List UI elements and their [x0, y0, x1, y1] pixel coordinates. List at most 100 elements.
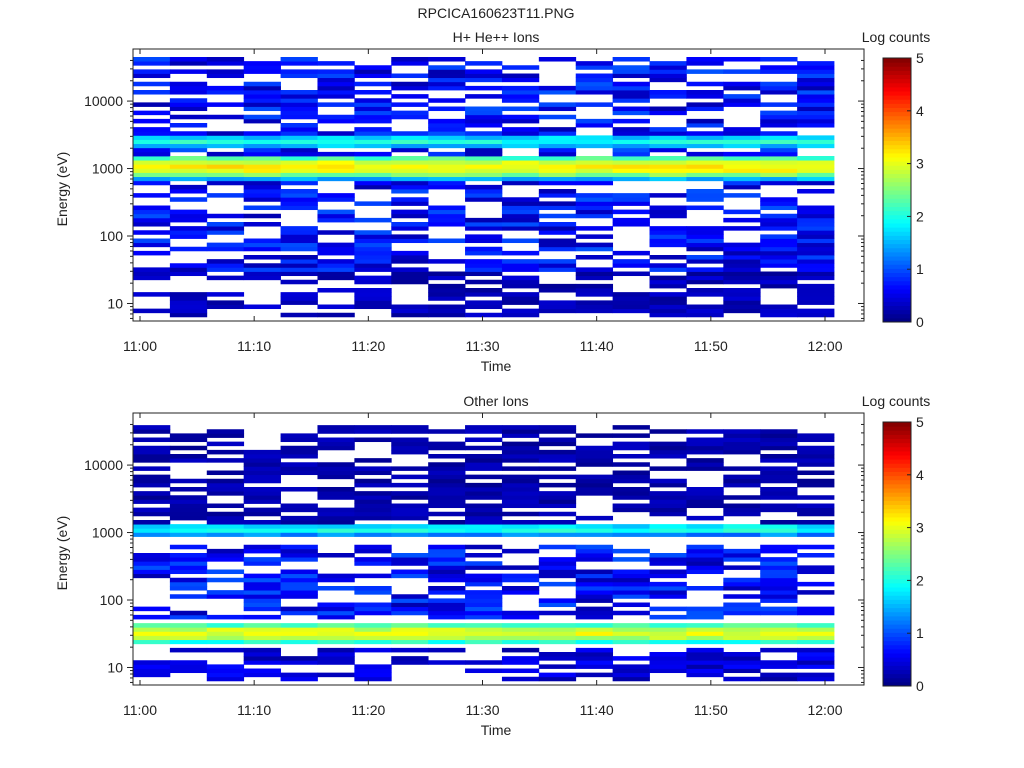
heatmap-cell: [723, 156, 761, 161]
heatmap-cell: [280, 110, 318, 116]
heatmap-cell: [538, 495, 577, 500]
colorbar-step: [883, 624, 911, 629]
heatmap-cell: [538, 300, 577, 305]
heatmap-cell: [649, 213, 687, 219]
heatmap-cell: [797, 156, 835, 161]
heatmap-cell: [133, 532, 171, 537]
heatmap-cell: [428, 462, 466, 467]
heatmap-cell: [354, 102, 392, 107]
heatmap-cell: [575, 581, 614, 587]
heatmap-cell: [649, 499, 687, 504]
heatmap-cell: [465, 660, 503, 665]
heatmap-cell: [501, 610, 540, 616]
heatmap-cell: [428, 495, 466, 500]
heatmap-cell: [760, 631, 798, 636]
heatmap-cell: [428, 511, 466, 517]
heatmap-cell: [797, 482, 835, 488]
heatmap-cell: [501, 94, 540, 99]
heatmap-cell: [280, 114, 318, 120]
heatmap-cell: [354, 557, 392, 562]
heatmap-cell: [428, 160, 466, 165]
heatmap-cell: [465, 217, 503, 223]
heatmap-cell: [538, 242, 577, 248]
heatmap-cell: [169, 445, 208, 451]
heatmap-cell: [501, 660, 540, 665]
colorbar-step: [883, 463, 911, 468]
heatmap-cell: [723, 623, 761, 628]
heatmap-cell: [206, 114, 245, 120]
heatmap-cell: [538, 631, 577, 636]
heatmap-cell: [206, 131, 245, 136]
heatmap-cell: [391, 267, 429, 272]
heatmap-cell: [538, 213, 577, 219]
heatmap-cell: [169, 263, 208, 268]
heatmap-cell: [575, 433, 614, 438]
heatmap-cell: [243, 255, 281, 260]
heatmap-cell: [649, 238, 687, 244]
heatmap-cell: [797, 110, 835, 116]
colorbar-step: [883, 152, 911, 158]
heatmap-cell: [649, 594, 687, 599]
x-tick-label: 11:00: [123, 338, 157, 354]
heatmap-cell: [649, 503, 687, 509]
colorbar-step: [883, 119, 911, 125]
heatmap-cell: [280, 635, 318, 641]
heatmap-cell: [280, 226, 318, 231]
heatmap-cell: [649, 569, 687, 575]
heatmap-cell: [280, 135, 318, 140]
colorbar-step: [883, 103, 911, 109]
heatmap-cell: [317, 602, 355, 608]
heatmap-cell: [612, 94, 650, 99]
heatmap-cell: [391, 511, 429, 517]
heatmap-cell: [317, 267, 355, 272]
heatmap-cell: [206, 553, 245, 558]
heatmap-cell: [354, 250, 392, 256]
heatmap-cell: [391, 606, 429, 612]
heatmap-cell: [133, 217, 171, 223]
heatmap-cell: [538, 610, 577, 616]
heatmap-cell: [686, 565, 724, 570]
heatmap-cell: [723, 676, 761, 682]
heatmap-cell: [317, 627, 355, 632]
heatmap-cell: [575, 569, 614, 575]
colorbar-step: [883, 632, 911, 638]
heatmap-cell: [243, 98, 281, 103]
heatmap-cell: [723, 139, 761, 145]
heatmap-cell: [649, 466, 687, 471]
heatmap-cell: [501, 474, 540, 480]
heatmap-cell: [465, 131, 503, 136]
heatmap-cell: [649, 449, 687, 455]
heatmap-cell: [280, 623, 318, 628]
heatmap-cell: [391, 110, 429, 116]
heatmap-cell: [723, 449, 761, 455]
heatmap-cell: [317, 102, 355, 107]
heatmap-cell: [723, 511, 761, 517]
colorbar-step: [883, 231, 911, 236]
heatmap-cell: [723, 57, 761, 62]
heatmap-cell: [391, 176, 429, 182]
heatmap-cell: [797, 565, 835, 570]
heatmap-cell: [391, 135, 429, 140]
colorbar-step: [883, 422, 911, 427]
colorbar-step: [883, 512, 911, 518]
heatmap-cell: [465, 312, 503, 318]
heatmap-cell: [133, 271, 171, 277]
heatmap-cell: [169, 292, 208, 297]
heatmap-cell: [428, 106, 466, 112]
heatmap-cell: [317, 647, 355, 653]
heatmap-cell: [243, 160, 281, 165]
heatmap-cell: [280, 263, 318, 268]
heatmap-cell: [354, 139, 392, 145]
heatmap-cell: [169, 524, 208, 529]
heatmap-cell: [575, 462, 614, 467]
heatmap-cell: [575, 85, 614, 91]
heatmap-cell: [612, 147, 650, 153]
heatmap-cell: [501, 511, 540, 517]
heatmap-cell: [206, 57, 245, 62]
heatmap-cell: [465, 94, 503, 99]
heatmap-cell: [317, 470, 355, 476]
heatmap-cell: [760, 242, 798, 248]
heatmap-cell: [797, 238, 835, 244]
heatmap-cell: [649, 205, 687, 211]
heatmap-cell: [797, 458, 835, 463]
